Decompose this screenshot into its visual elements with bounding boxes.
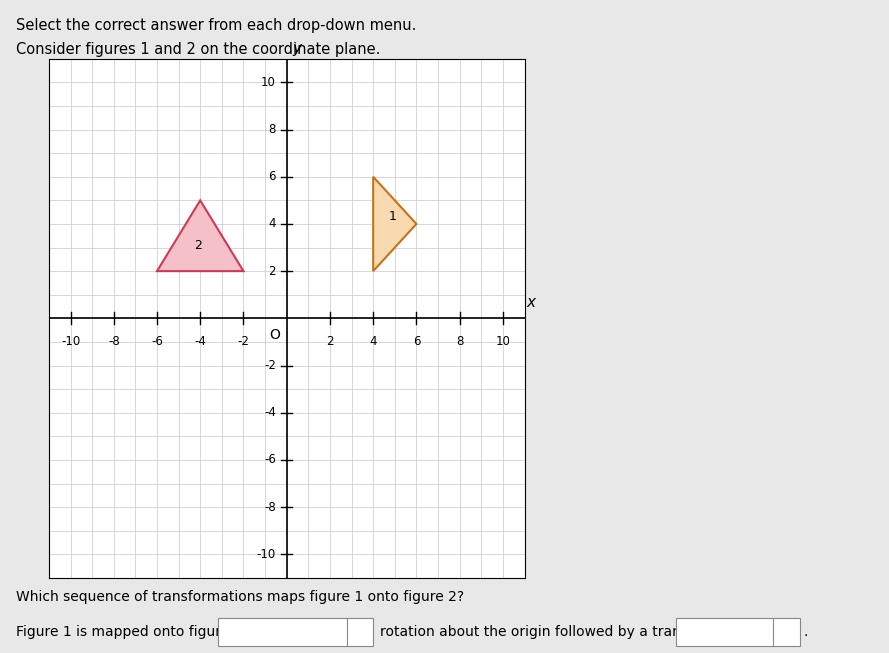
Text: rotation about the origin followed by a translation of: rotation about the origin followed by a …: [380, 625, 746, 639]
Text: Select the correct answer from each drop-down menu.: Select the correct answer from each drop…: [16, 18, 416, 33]
Text: 2: 2: [268, 264, 276, 278]
Text: 1: 1: [388, 210, 396, 223]
Text: 10: 10: [495, 335, 510, 348]
Text: -8: -8: [264, 501, 276, 514]
Text: -10: -10: [60, 335, 80, 348]
Text: 6: 6: [268, 170, 276, 183]
Text: 2: 2: [326, 335, 333, 348]
Text: -6: -6: [264, 453, 276, 466]
Text: -8: -8: [108, 335, 120, 348]
Text: Which sequence of transformations maps figure 1 onto figure 2?: Which sequence of transformations maps f…: [16, 590, 464, 603]
Text: x: x: [526, 295, 536, 310]
Text: 4: 4: [370, 335, 377, 348]
Text: 2: 2: [194, 239, 202, 251]
Text: 10: 10: [261, 76, 276, 89]
Text: ∨: ∨: [353, 626, 362, 639]
Text: ∨: ∨: [780, 626, 789, 639]
Text: Consider figures 1 and 2 on the coordinate plane.: Consider figures 1 and 2 on the coordina…: [16, 42, 380, 57]
Text: 4: 4: [268, 217, 276, 231]
Text: -4: -4: [264, 406, 276, 419]
Text: 6: 6: [412, 335, 420, 348]
Text: 8: 8: [268, 123, 276, 136]
Text: -10: -10: [257, 548, 276, 561]
Text: -6: -6: [151, 335, 163, 348]
Polygon shape: [157, 200, 244, 271]
Text: O: O: [269, 328, 280, 342]
Text: 8: 8: [456, 335, 463, 348]
Text: y: y: [292, 41, 301, 56]
Polygon shape: [373, 177, 416, 271]
Text: -2: -2: [264, 359, 276, 372]
Text: -4: -4: [195, 335, 206, 348]
Text: Figure 1 is mapped onto figure 2 by a: Figure 1 is mapped onto figure 2 by a: [16, 625, 276, 639]
Text: .: .: [804, 625, 808, 639]
Text: -2: -2: [237, 335, 250, 348]
